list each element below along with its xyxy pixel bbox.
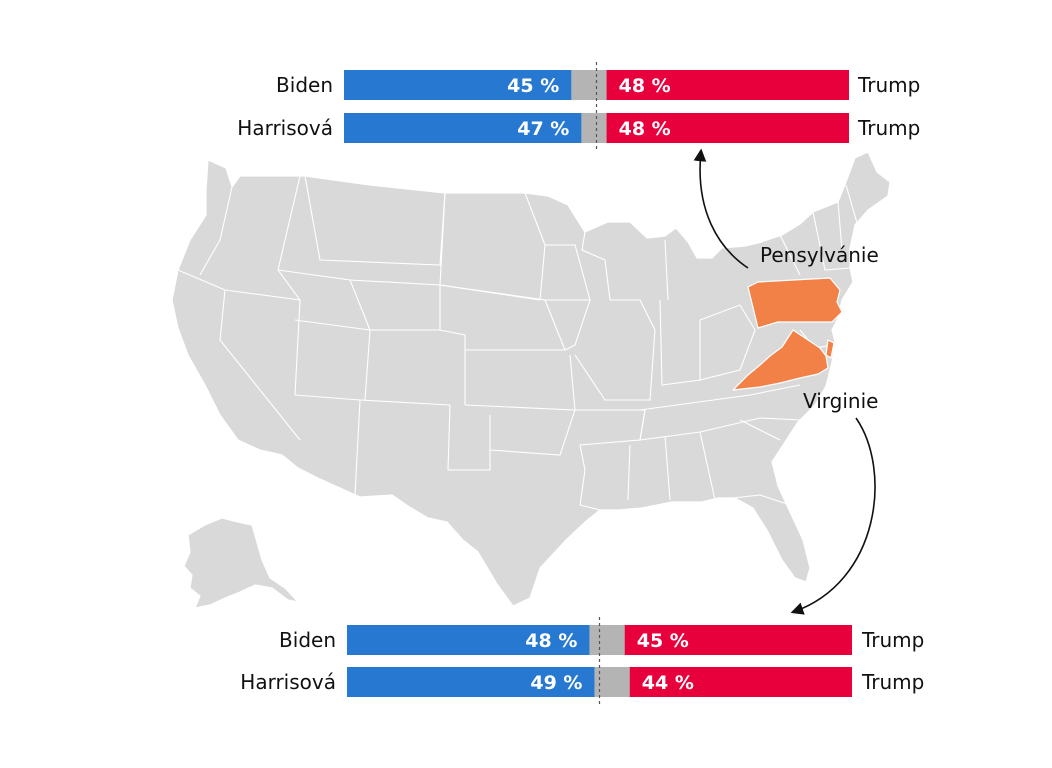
dem-candidate-label: Biden — [279, 628, 336, 652]
dem-candidate-label: Biden — [276, 73, 333, 97]
rep-bar — [606, 113, 849, 143]
dem-value-label: 47 % — [517, 118, 569, 140]
virginia-eastern-shore-shape — [825, 339, 835, 359]
rep-bar — [606, 70, 849, 100]
us-map — [171, 151, 891, 609]
rep-value-label: 45 % — [637, 630, 689, 652]
alaska-shape — [183, 517, 299, 609]
dem-value-label: 45 % — [507, 75, 559, 97]
state-borders — [177, 175, 863, 511]
pennsylvania-poll-bars: 45 % 48 % Biden Trump 47 % 48 % Harrisová Trump — [237, 62, 920, 151]
virginia-shape — [732, 329, 829, 391]
rep-candidate-label: Trump — [861, 670, 924, 694]
pennsylvania-arrow — [693, 148, 749, 269]
rep-value-label: 48 % — [619, 118, 671, 140]
dem-bar — [347, 625, 590, 655]
pennsylvania-label: Pensylvánie — [760, 243, 879, 267]
rep-value-label: 44 % — [642, 672, 694, 694]
virginia-poll-bars: 48 % 45 % Biden Trump 49 % 44 % Harrisová Trump — [240, 617, 924, 705]
rep-candidate-label: Trump — [861, 628, 924, 652]
dem-bar — [347, 667, 595, 697]
dem-value-label: 48 % — [525, 630, 577, 652]
dem-bar — [344, 113, 582, 143]
contiguous-us-shape — [171, 151, 891, 607]
dem-candidate-label: Harrisová — [237, 116, 333, 140]
rep-value-label: 48 % — [619, 75, 671, 97]
virginia-label: Virginie — [803, 389, 878, 413]
rep-candidate-label: Trump — [857, 73, 920, 97]
dem-value-label: 49 % — [530, 672, 582, 694]
rep-candidate-label: Trump — [857, 116, 920, 140]
rep-bar — [624, 625, 852, 655]
dem-candidate-label: Harrisová — [240, 670, 336, 694]
dem-bar — [344, 70, 572, 100]
pennsylvania-shape — [747, 277, 843, 329]
rep-bar — [629, 667, 852, 697]
virginia-arrow — [790, 417, 876, 615]
